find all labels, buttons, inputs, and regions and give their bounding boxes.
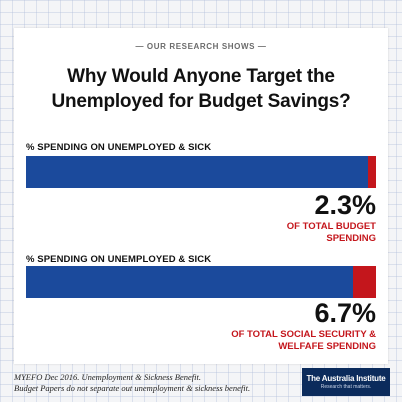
chart-2-caption-line-1: OF TOTAL SOCIAL SECURITY & (231, 329, 376, 340)
chart-1-label: % SPENDING ON UNEMPLOYED & SICK (26, 142, 212, 153)
source-line-1: MYEFO Dec 2016. Unemployment & Sickness … (14, 372, 201, 382)
logo-name: The Australia Institute (306, 374, 386, 383)
chart-2-value: 6.7% (314, 298, 376, 328)
chart-1-caption: OF TOTAL BUDGET SPENDING (287, 221, 376, 245)
kicker-text: — OUR RESEARCH SHOWS — (135, 42, 267, 51)
source-line-2: Budget Papers do not separate out unempl… (14, 383, 251, 393)
chart-2-bar (26, 266, 376, 298)
chart-1-caption-line-1: OF TOTAL BUDGET (286, 221, 376, 232)
infographic-card: — OUR RESEARCH SHOWS — Why Would Anyone … (14, 28, 388, 364)
chart-2-bar-unemployed (352, 266, 376, 298)
source-note: MYEFO Dec 2016. Unemployment & Sickness … (14, 372, 250, 394)
chart-1-caption-line-2: SPENDING (326, 233, 376, 244)
title-line-2: Unemployed for Budget Savings? (51, 91, 351, 112)
australia-institute-logo: The Australia Institute Research that ma… (302, 368, 390, 396)
chart-2-caption-line-2: WELFAFE SPENDING (278, 341, 376, 352)
chart-1-value: 2.3% (314, 190, 376, 220)
chart-2-label: % SPENDING ON UNEMPLOYED & SICK (26, 254, 212, 265)
chart-1-bar (26, 156, 376, 188)
chart-2-bar-other (26, 266, 353, 298)
chart-1-bar-other (26, 156, 368, 188)
logo-tagline: Research that matters. (320, 384, 372, 390)
title-line-1: Why Would Anyone Target the (67, 66, 335, 87)
chart-1-bar-unemployed (367, 156, 376, 188)
page-title: Why Would Anyone Target the Unemployed f… (14, 64, 388, 114)
chart-2-caption: OF TOTAL SOCIAL SECURITY & WELFAFE SPEND… (231, 329, 376, 353)
